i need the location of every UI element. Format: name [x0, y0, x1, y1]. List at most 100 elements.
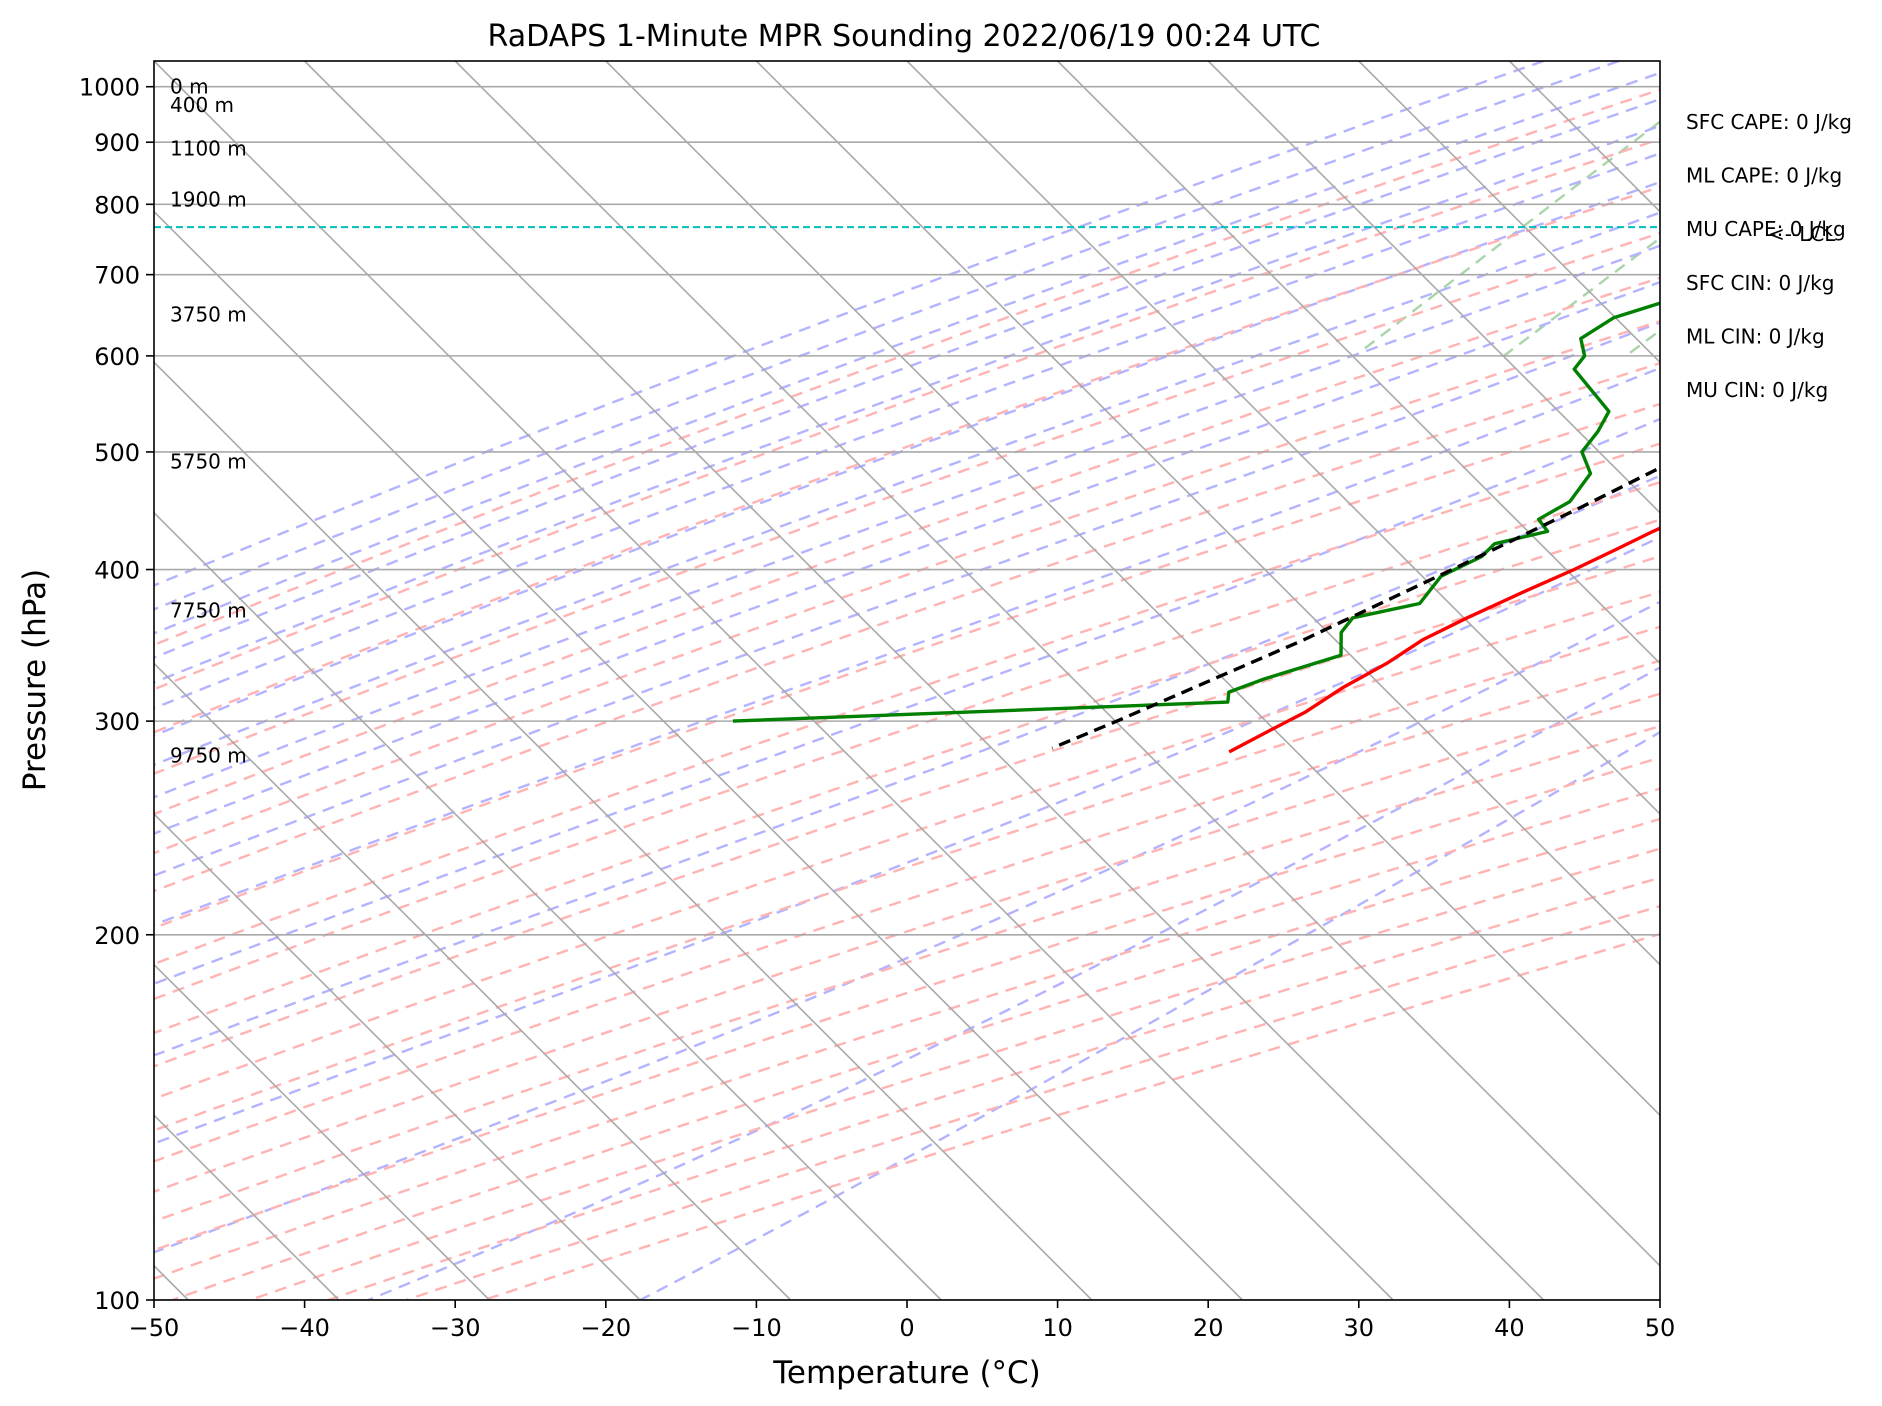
- lcl-line-group: <--LCL: [154, 222, 1836, 246]
- dry-adiabat-line: [154, 231, 1660, 775]
- x-tick-label: 30: [1344, 1314, 1375, 1342]
- moist-adiabat-line: [154, 366, 1660, 927]
- moist-adiabat-line: [154, 71, 1660, 635]
- isotherm-line: [154, 361, 1093, 1300]
- moist-adiabat-line: [154, 600, 1660, 1254]
- height-label: 7750 m: [170, 599, 247, 623]
- height-label: 9750 m: [170, 744, 247, 768]
- parameter-text: SFC CIN: 0 J/kg: [1686, 271, 1834, 295]
- isobar-gridlines: [154, 85, 1660, 1300]
- dry-adiabat-lines: [154, 88, 1660, 1300]
- sounding-profiles: [732, 301, 1660, 754]
- isotherm-line: [154, 812, 641, 1300]
- parameter-text: SFC CAPE: 0 J/kg: [1686, 110, 1852, 134]
- x-tick-label: 10: [1042, 1314, 1073, 1342]
- parameter-text: MU CAPE: 0 J/kg: [1686, 217, 1846, 241]
- moist-adiabat-line: [154, 417, 1660, 986]
- y-tick-label: 500: [94, 439, 140, 467]
- lcl-label: <--LCL: [1768, 222, 1836, 246]
- moist-adiabat-line: [154, 244, 1660, 799]
- dry-adiabat-line: [154, 361, 1660, 893]
- dry-adiabat-line: [249, 847, 1660, 1300]
- dry-adiabat-line: [154, 692, 1660, 1193]
- isotherm-line: [755, 61, 1660, 966]
- isotherm-line: [1659, 61, 1660, 63]
- moist-adiabat-line: [154, 321, 1660, 877]
- dry-adiabat-line: [171, 817, 1660, 1300]
- x-tick-label: −50: [129, 1314, 180, 1342]
- x-axis-title: Temperature (°C): [772, 1355, 1041, 1391]
- isotherm-line: [605, 61, 1660, 1117]
- isotherm-line: [154, 210, 1243, 1300]
- y-tick-label: 1000: [79, 74, 140, 102]
- dry-adiabat-line: [154, 137, 1660, 691]
- isotherm-line: [154, 511, 942, 1300]
- dewpoint-profile-line: [732, 301, 1660, 723]
- isotherm-line: [906, 61, 1660, 816]
- height-label: 400 m: [170, 93, 234, 117]
- isotherm-line: [1358, 61, 1660, 364]
- dry-adiabat-line: [154, 555, 1660, 1068]
- mixing-ratio-line: [1354, 120, 1660, 357]
- moist-adiabat-line: [154, 280, 1660, 835]
- moist-adiabat-line: [154, 152, 1660, 710]
- mixing-ratio-line: [1503, 236, 1660, 357]
- x-tick-label: −10: [731, 1314, 782, 1342]
- parcel-profile-line: [1051, 465, 1660, 750]
- y-tick-label: 800: [94, 191, 140, 219]
- moist-adiabat-line: [154, 180, 1660, 737]
- dry-adiabat-line: [154, 724, 1660, 1223]
- x-tick-label: −40: [279, 1314, 330, 1342]
- isotherm-line: [304, 61, 1545, 1300]
- mixing-ratio-line: [1625, 329, 1660, 357]
- mixing-ratio-line: [1757, 61, 1882, 356]
- dry-adiabat-line: [154, 481, 1660, 1001]
- y-tick-label: 900: [94, 129, 140, 157]
- dry-adiabat-line: [154, 590, 1660, 1101]
- height-label: 1100 m: [170, 137, 247, 161]
- isotherm-line: [1207, 61, 1660, 514]
- height-label: 3750 m: [170, 303, 247, 327]
- dry-adiabat-line: [154, 625, 1660, 1132]
- y-tick-label: 200: [94, 922, 140, 950]
- mixing-ratio-line: [1870, 61, 1882, 356]
- isotherm-line: [454, 61, 1660, 1267]
- mixing-ratio-lines: [1354, 61, 1882, 357]
- dry-adiabat-line: [154, 518, 1660, 1035]
- parameter-list: SFC CAPE: 0 J/kg ML CAPE: 0 J/kg MU CAPE: …: [1686, 110, 1852, 402]
- moist-adiabat-line: [154, 474, 1660, 1057]
- dry-adiabat-line: [154, 276, 1660, 816]
- dry-adiabat-line: [154, 659, 1660, 1163]
- moist-adiabat-line: [154, 535, 1660, 1145]
- dry-adiabat-line: [154, 319, 1660, 855]
- y-tick-label: 300: [94, 708, 140, 736]
- y-axis-title: Pressure (hPa): [17, 569, 53, 791]
- temperature-profile-line: [1228, 526, 1660, 754]
- y-tick-label: 100: [94, 1287, 140, 1315]
- isotherm-line: [1508, 61, 1660, 213]
- dry-adiabat-line: [483, 932, 1660, 1300]
- parameter-text: MU CIN: 0 J/kg: [1686, 378, 1828, 402]
- moist-adiabat-line: [154, 97, 1660, 659]
- x-tick-label: 20: [1193, 1314, 1224, 1342]
- isotherm-lines: [154, 61, 1660, 1300]
- x-tick-label: 0: [899, 1314, 914, 1342]
- x-tick-label: 50: [1645, 1314, 1676, 1342]
- moist-adiabat-line: [154, 211, 1660, 767]
- x-tick-label: −30: [430, 1314, 481, 1342]
- dry-adiabat-line: [154, 787, 1660, 1280]
- chart-title: RaDAPS 1-Minute MPR Sounding 2022/06/19 …: [488, 19, 1321, 54]
- isotherm-line: [154, 963, 490, 1300]
- y-tick-label: 700: [94, 262, 140, 290]
- parameter-text: ML CIN: 0 J/kg: [1686, 324, 1825, 348]
- dry-adiabat-line: [154, 402, 1660, 930]
- height-label: 5750 m: [170, 450, 247, 474]
- height-label: 0 m: [170, 75, 209, 99]
- height-label: 1900 m: [170, 188, 247, 212]
- moist-adiabat-lines: [154, 61, 1660, 1300]
- isotherm-line: [154, 662, 792, 1300]
- background-reference-lines: [154, 61, 1882, 1300]
- x-tick-label: 40: [1494, 1314, 1525, 1342]
